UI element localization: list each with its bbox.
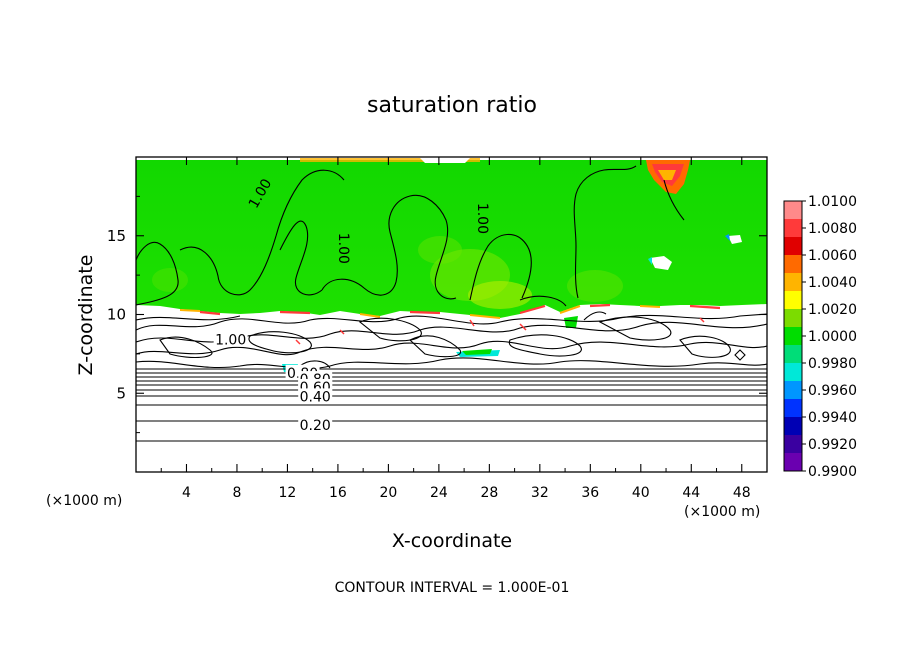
y-axis-label: Z-coordinate bbox=[75, 255, 97, 376]
colorbar-swatch bbox=[784, 453, 802, 472]
colorbar-swatch bbox=[784, 237, 802, 256]
contour-label: 1.00 bbox=[335, 233, 351, 264]
colorbar-swatch bbox=[784, 219, 802, 238]
colorbar-label: 1.0100 bbox=[808, 194, 857, 210]
colorbar-label: 0.9960 bbox=[808, 383, 857, 399]
x-axis-label: X-coordinate bbox=[392, 530, 512, 552]
colorbar-swatch bbox=[784, 255, 802, 274]
contour-label: 1.00 bbox=[474, 203, 490, 234]
x-tick-label: 44 bbox=[682, 485, 700, 501]
contour-label-bg bbox=[298, 416, 333, 432]
x-tick-label: 36 bbox=[581, 485, 599, 501]
y-tick-label: 10 bbox=[107, 306, 126, 324]
colorbar-label: 1.0020 bbox=[808, 302, 857, 318]
chart-title: saturation ratio bbox=[367, 93, 537, 118]
x-tick-label: 8 bbox=[232, 485, 241, 501]
y-tick-label: 15 bbox=[107, 227, 126, 245]
colorbar: 1.0100 1.0080 1.0060 1.0040 1.0020 1.0000 0.99… bbox=[783, 194, 857, 480]
x-tick-label: 28 bbox=[480, 485, 498, 501]
contour-label: 1.00 bbox=[215, 333, 246, 349]
x-tick-label: 48 bbox=[733, 485, 751, 501]
x-tick-label: 12 bbox=[279, 485, 297, 501]
contour-lines bbox=[136, 165, 767, 442]
colorbar-swatch bbox=[784, 309, 802, 328]
saturated-region bbox=[136, 160, 767, 318]
colorbar-swatch bbox=[784, 201, 802, 220]
contour-label: 0.20 bbox=[300, 418, 331, 434]
colorbar-swatch bbox=[784, 417, 802, 436]
colorbar-label: 0.9980 bbox=[808, 356, 857, 372]
colorbar-swatch bbox=[784, 291, 802, 310]
y-axis: 5 10 15 bbox=[107, 195, 767, 434]
colorbar-label: 1.0000 bbox=[808, 329, 857, 345]
colorbar-label: 1.0080 bbox=[808, 221, 857, 237]
colorbar-label: 1.0040 bbox=[808, 275, 857, 291]
x-axis: 4 8 12 16 20 24 28 32 36 40 44 48 bbox=[160, 157, 751, 501]
x-tick-label: 40 bbox=[632, 485, 650, 501]
x-unit-right: (×1000 m) bbox=[684, 504, 760, 520]
colorbar-swatch bbox=[784, 381, 802, 400]
x-tick-label: 24 bbox=[430, 485, 448, 501]
x-tick-label: 4 bbox=[182, 485, 191, 501]
contour-label-bg bbox=[298, 388, 333, 404]
contour-label-bg bbox=[213, 331, 248, 347]
x-unit-left: (×1000 m) bbox=[46, 493, 122, 509]
colorbar-swatch bbox=[784, 399, 802, 418]
x-tick-label: 20 bbox=[379, 485, 397, 501]
colorbar-label: 0.9900 bbox=[808, 464, 857, 480]
x-tick-label: 16 bbox=[329, 485, 347, 501]
colorbar-swatch bbox=[784, 435, 802, 454]
colorbar-swatch bbox=[784, 345, 802, 364]
contour-interval-note: CONTOUR INTERVAL = 1.000E-01 bbox=[335, 580, 570, 596]
colorbar-swatch bbox=[784, 363, 802, 382]
y-tick-label: 5 bbox=[116, 384, 126, 402]
colorbar-label: 0.9920 bbox=[808, 437, 857, 453]
plot-area bbox=[136, 157, 767, 472]
colorbar-swatch bbox=[784, 273, 802, 292]
contour-label: 0.40 bbox=[300, 389, 331, 405]
x-tick-label: 32 bbox=[531, 485, 549, 501]
colorbar-label: 1.0060 bbox=[808, 248, 857, 264]
colorbar-label: 0.9940 bbox=[808, 410, 857, 426]
colorbar-swatch bbox=[784, 327, 802, 346]
